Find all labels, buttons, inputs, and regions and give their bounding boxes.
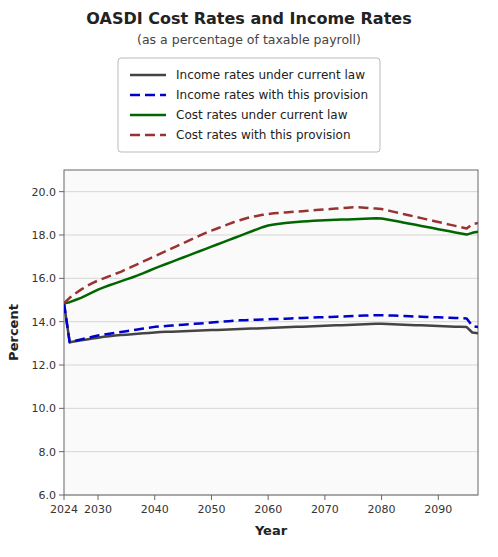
legend-label: Cost rates with this provision bbox=[176, 128, 351, 142]
y-grid-line bbox=[64, 191, 478, 192]
x-tick-label: 2050 bbox=[197, 503, 225, 516]
series-line bbox=[64, 303, 478, 342]
x-tick-label: 2090 bbox=[424, 503, 452, 516]
x-axis: 2024 2030 2040 2050 2060 2070 2080 2090 bbox=[50, 495, 452, 516]
x-tick bbox=[438, 495, 439, 500]
y-grid-line bbox=[64, 321, 478, 322]
x-tick-label: 2070 bbox=[311, 503, 339, 516]
y-tick bbox=[59, 451, 64, 452]
x-tick bbox=[381, 495, 382, 500]
series-line bbox=[64, 207, 478, 303]
y-grid-line bbox=[64, 451, 478, 452]
x-tick bbox=[324, 495, 325, 500]
y-tick-label: 10.0 bbox=[32, 402, 57, 415]
legend-label: Income rates with this provision bbox=[176, 88, 368, 102]
legend-label: Income rates under current law bbox=[176, 68, 365, 82]
y-tick bbox=[59, 408, 64, 409]
y-axis: 6.0 8.0 10.0 12.0 14.0 16.0 18.0 20.0 bbox=[32, 186, 479, 502]
y-tick bbox=[59, 278, 64, 279]
plot-background bbox=[64, 170, 478, 495]
y-tick-label: 6.0 bbox=[39, 489, 57, 502]
y-tick bbox=[59, 365, 64, 366]
legend-box bbox=[118, 58, 380, 152]
y-tick bbox=[59, 321, 64, 322]
x-tick bbox=[64, 495, 65, 500]
x-tick-label: 2040 bbox=[141, 503, 169, 516]
legend-swatch bbox=[130, 94, 166, 97]
plot-frame bbox=[64, 170, 478, 495]
x-tick bbox=[211, 495, 212, 500]
y-tick-label: 14.0 bbox=[32, 316, 57, 329]
legend-label: Cost rates under current law bbox=[176, 108, 348, 122]
y-tick bbox=[59, 191, 64, 192]
series-line bbox=[64, 218, 478, 303]
y-tick-label: 16.0 bbox=[32, 272, 57, 285]
y-grid-line bbox=[64, 365, 478, 366]
legend-swatch bbox=[130, 114, 166, 117]
x-tick-label: 2080 bbox=[368, 503, 396, 516]
subtitle: (as a percentage of taxable payroll) bbox=[137, 32, 361, 47]
y-tick bbox=[59, 495, 64, 496]
x-tick-label: 2024 bbox=[50, 503, 78, 516]
y-tick-label: 12.0 bbox=[32, 359, 57, 372]
y-axis-label: Percent bbox=[6, 304, 21, 361]
y-tick-label: 18.0 bbox=[32, 229, 57, 242]
title: OASDI Cost Rates and Income Rates bbox=[86, 9, 411, 28]
series-line bbox=[64, 303, 478, 342]
x-axis-label: Year bbox=[254, 523, 288, 538]
y-tick-label: 20.0 bbox=[32, 186, 57, 199]
y-grid-line bbox=[64, 235, 478, 236]
legend-swatch bbox=[130, 134, 166, 137]
y-tick-label: 8.0 bbox=[39, 446, 57, 459]
legend-swatch bbox=[130, 74, 166, 77]
x-tick-label: 2060 bbox=[254, 503, 282, 516]
y-tick bbox=[59, 235, 64, 236]
x-tick bbox=[268, 495, 269, 500]
y-grid-line bbox=[64, 408, 478, 409]
x-tick bbox=[154, 495, 155, 500]
series-lines bbox=[64, 207, 478, 342]
legend: Income rates under current law Income rat… bbox=[118, 58, 380, 152]
x-tick bbox=[98, 495, 99, 500]
x-tick-label: 2030 bbox=[84, 503, 112, 516]
chart: OASDI Cost Rates and Income Rates (as a p… bbox=[0, 0, 498, 557]
